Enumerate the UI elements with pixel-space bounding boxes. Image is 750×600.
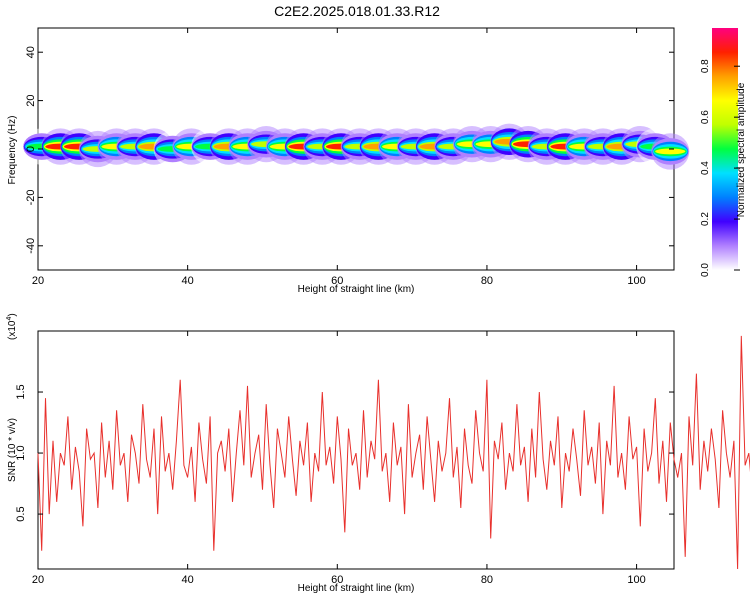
bottom-x-tick-label: 40 [182,574,194,586]
top-y-tick-label: -20 [25,189,37,205]
bottom-x-tick-label: 80 [481,574,493,586]
spectrogram-panel: 20 40 60 80 100 40 20 0 -20 -40 Height of straig… [7,27,690,295]
top-y-tick-label: 0 [25,146,37,152]
top-x-tick-label: 60 [331,275,343,287]
spectrogram-cell [655,148,686,155]
bottom-y-axis-label: SNR (10 * v/v) [7,418,18,482]
colorbar-label: Normalized spectral amplitude [736,82,747,217]
bottom-x-axis-ticks: 20 40 60 80 100 [32,331,646,586]
colorbar-tick-label: 0.0 [700,263,711,277]
top-y-tick-label: 40 [25,46,37,58]
spectrogram-band [22,123,690,170]
colorbar-tick-label: 0.6 [700,110,711,124]
colorbar-tick-label: 0.8 [700,59,711,73]
snr-panel: 20 40 60 80 100 0.5 1.0 1.5 Height of straight… [6,313,750,594]
top-y-tick-label: 20 [25,94,37,106]
bottom-y-tick-label: 1.0 [15,445,27,460]
top-x-tick-label: 80 [481,275,493,287]
chart-title: C2E2.2025.018.01.33.R12 [274,3,440,19]
colorbar-ticks: 0.0 0.2 0.4 0.6 0.8 [700,59,740,277]
svg-text:(x104): (x104) [6,313,18,340]
y-multiplier-base: (x10 [7,320,18,340]
y-multiplier: (x104) [6,313,18,340]
bottom-y-axis-ticks: 0.5 1.0 1.5 [15,384,674,522]
y-multiplier-close: ) [7,313,18,316]
bottom-y-tick-label: 0.5 [15,506,27,521]
snr-series-line [37,335,750,570]
top-y-axis-label: Frequency (Hz) [7,116,18,185]
top-x-tick-label: 40 [182,275,194,287]
top-x-tick-label: 20 [32,275,44,287]
top-y-axis-ticks: 40 20 0 -20 -40 [25,46,674,254]
top-y-tick-label: -40 [25,238,37,254]
colorbar: 0.0 0.2 0.4 0.6 0.8 Normalized spectral ampl… [700,28,747,277]
colorbar-tick-label: 0.2 [700,212,711,226]
colorbar-tick-label: 0.4 [700,161,711,175]
bottom-x-tick-label: 20 [32,574,44,586]
bottom-x-axis-label: Height of straight line (km) [298,583,415,594]
bottom-y-tick-label: 1.5 [15,384,27,399]
bottom-x-tick-label: 100 [627,574,645,586]
bottom-x-tick-label: 60 [331,574,343,586]
snr-frame [37,330,675,570]
y-multiplier-exp: 4 [6,317,13,321]
top-x-axis-ticks: 20 40 60 80 100 [32,28,646,287]
top-x-tick-label: 100 [627,275,645,287]
top-x-axis-label: Height of straight line (km) [298,284,415,295]
colorbar-gradient [712,28,738,270]
